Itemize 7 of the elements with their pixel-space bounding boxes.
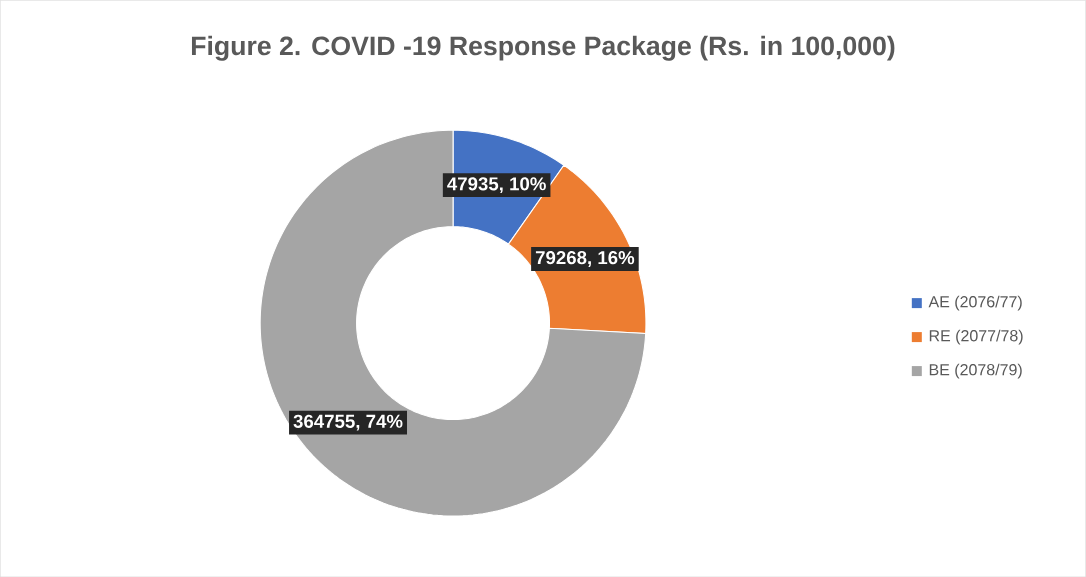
chart-title: Figure 2. COVID -19 Response Package (Rs. in 100,000) bbox=[191, 35, 895, 61]
data-label: 364755, 74% bbox=[293, 414, 403, 431]
legend-label: BE (2078/79) bbox=[929, 363, 1022, 379]
legend-label: RE (2077/78) bbox=[929, 329, 1023, 345]
legend-label: AE (2076/77) bbox=[928, 295, 1022, 311]
data-label: 79268, 16% bbox=[535, 250, 635, 267]
data-label: 47935, 10% bbox=[447, 177, 546, 193]
